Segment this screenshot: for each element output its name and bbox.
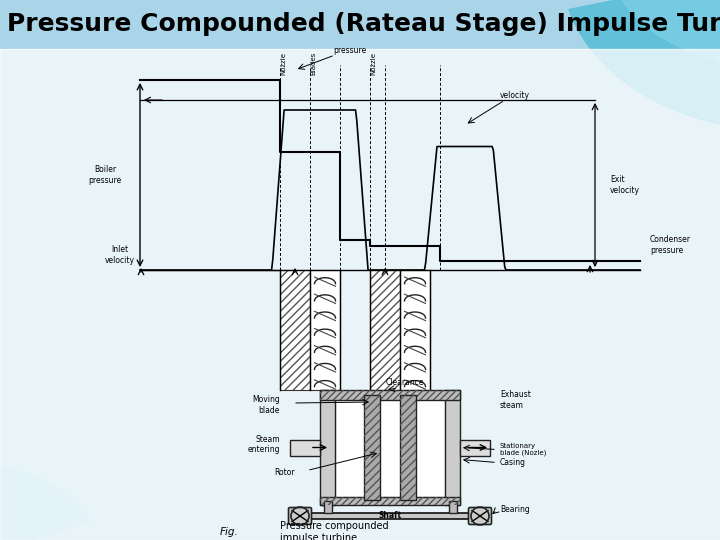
Wedge shape [569, 0, 720, 130]
Text: Clearance: Clearance [386, 378, 424, 387]
Text: Blades: Blades [310, 52, 316, 75]
Text: Rotor: Rotor [274, 468, 295, 477]
Text: Bearing: Bearing [500, 505, 530, 515]
FancyBboxPatch shape [469, 508, 492, 524]
Bar [323, 501, 331, 513]
Text: Exhaust
steam: Exhaust steam [500, 390, 531, 410]
Bar [364, 395, 380, 500]
Text: Nozzle: Nozzle [370, 52, 376, 75]
Bar [400, 270, 430, 390]
Bar [280, 270, 310, 390]
Bar [445, 390, 460, 505]
Text: Inlet
velocity: Inlet velocity [105, 245, 135, 265]
Text: Shaft: Shaft [379, 511, 402, 521]
Text: Stationary
blade (Nozle): Stationary blade (Nozle) [500, 443, 546, 456]
Bar [310, 270, 340, 390]
Text: Pressure Compounded (Rateau Stage) Impulse Turbine:: Pressure Compounded (Rateau Stage) Impul… [7, 12, 720, 36]
Bar [370, 270, 400, 390]
Bar [370, 270, 400, 390]
Bar [300, 513, 480, 519]
Bar [280, 270, 310, 390]
Text: Moving
blade: Moving blade [252, 395, 280, 415]
Wedge shape [620, 0, 720, 65]
Text: Condenser
pressure: Condenser pressure [650, 235, 691, 255]
Bar [449, 501, 456, 513]
Bar [320, 497, 460, 505]
Text: velocity: velocity [500, 91, 530, 99]
Text: Nozzle: Nozzle [280, 52, 286, 75]
Bar [400, 395, 416, 500]
Bar [460, 440, 490, 456]
Text: Fig.: Fig. [220, 527, 239, 537]
Bar [320, 497, 460, 505]
Text: Boiler
pressure: Boiler pressure [89, 165, 122, 185]
Text: Exit
velocity: Exit velocity [610, 176, 640, 195]
Text: Steam
entering: Steam entering [248, 435, 280, 454]
Bar [320, 390, 335, 505]
Text: Casing: Casing [500, 458, 526, 467]
Bar [0, 0, 720, 54]
Wedge shape [0, 464, 89, 540]
Bar [335, 397, 445, 497]
Bar [320, 390, 460, 400]
Bar [290, 440, 320, 456]
FancyBboxPatch shape [289, 508, 312, 524]
Bar [400, 395, 416, 500]
Text: Pressure compounded
impulse turbine: Pressure compounded impulse turbine [280, 521, 389, 540]
Bar [364, 395, 380, 500]
Bar [320, 390, 460, 400]
Text: pressure: pressure [333, 46, 366, 55]
